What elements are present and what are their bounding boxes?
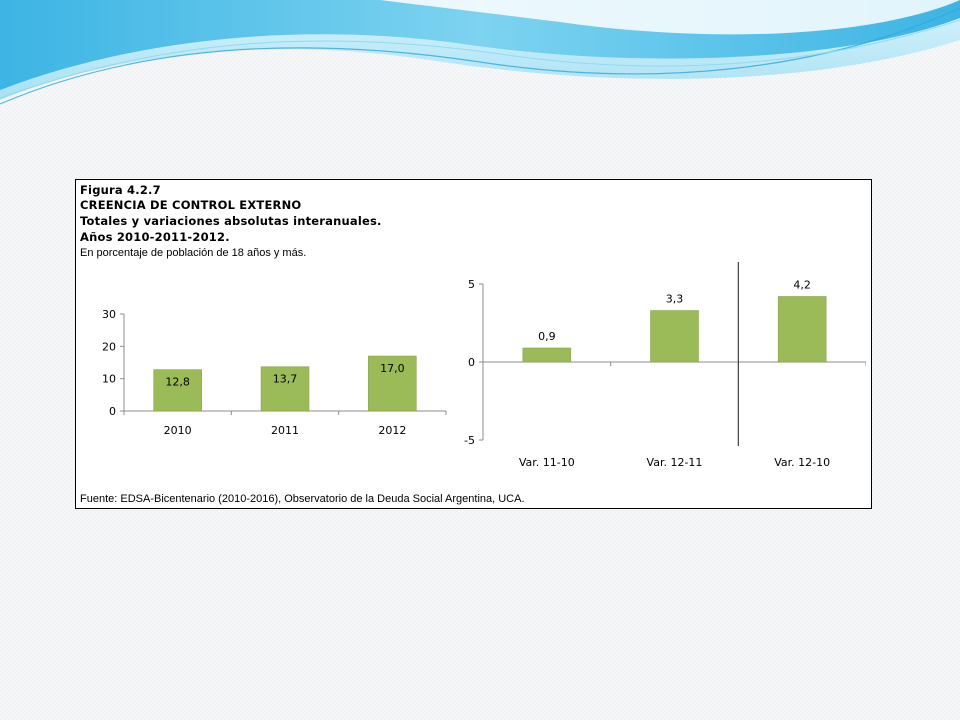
variation-value-label: 4,2 (793, 278, 811, 291)
variation-bar (522, 347, 572, 363)
wave-band-top (380, 0, 960, 35)
variation-y-tick-label: -5 (464, 434, 475, 447)
variation-value-label: 0,9 (538, 330, 556, 343)
totals-category-label: 2011 (271, 424, 299, 437)
figure-units-note: En porcentaje de población de 18 años y … (80, 247, 307, 259)
totals-bar-chart: 0 10 20 30 12,8 2010 13,7 2011 17,0 2012 (102, 308, 447, 437)
variation-y-tick-label: 0 (468, 356, 475, 369)
variation-bar (777, 296, 827, 363)
totals-category-label: 2012 (378, 424, 406, 437)
figure-number: Figura 4.2.7 (80, 183, 161, 197)
totals-bar (368, 355, 417, 412)
figure-years: Años 2010-2011-2012. (80, 230, 230, 244)
variation-value-label: 3,3 (666, 293, 684, 306)
variation-bar (650, 310, 699, 363)
totals-bar (260, 366, 310, 412)
header-wave-decoration (0, 0, 960, 105)
variations-bar-chart: -5 0 5 0,9 Var. 11-10 3,3 Var. 12-11 4,2 Var. 12… (464, 262, 866, 469)
variation-category-label: Var. 11-10 (519, 456, 575, 469)
wave-line-2 (0, 19, 960, 99)
totals-value-label: 12,8 (165, 376, 190, 389)
totals-value-label: 13,7 (273, 373, 298, 386)
totals-bar (153, 369, 202, 412)
figure-box: Figura 4.2.7 CREENCIA DE CONTROL EXTERNO… (75, 179, 872, 509)
totals-category-label: 2010 (164, 424, 192, 437)
wave-line (0, 7, 960, 105)
variation-y-tick-label: 5 (468, 278, 475, 291)
totals-y-tick-label: 0 (109, 405, 116, 418)
totals-y-tick-label: 10 (102, 373, 116, 386)
figure-subtitle: Totales y variaciones absolutas interanu… (80, 214, 382, 228)
totals-y-tick-label: 20 (102, 340, 116, 353)
figure-title: CREENCIA DE CONTROL EXTERNO (80, 198, 302, 212)
totals-y-tick-label: 30 (102, 308, 116, 321)
variation-category-label: Var. 12-10 (774, 456, 830, 469)
variation-category-label: Var. 12-11 (647, 456, 703, 469)
totals-value-label: 17,0 (380, 362, 405, 375)
figure-source: Fuente: EDSA-Bicentenario (2010-2016), O… (80, 493, 525, 505)
